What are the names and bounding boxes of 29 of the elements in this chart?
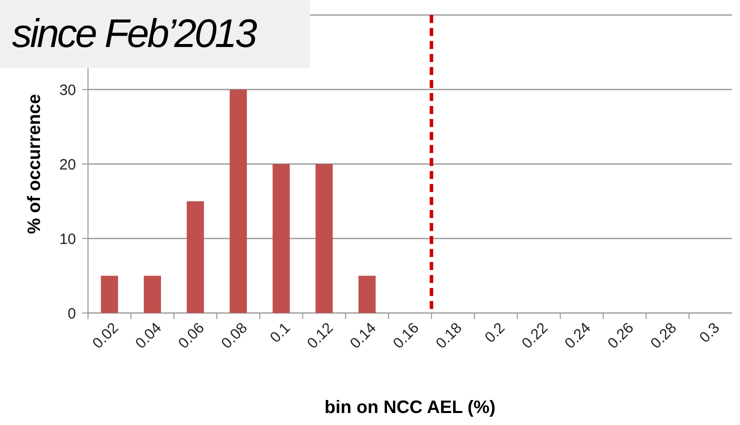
y-tick-label: 10	[59, 230, 76, 248]
chart-title: since Feb’2013	[12, 12, 258, 56]
x-tick-label: 0.04	[132, 320, 165, 352]
x-tick-label: 0.14	[346, 320, 380, 352]
x-tick-label: 0.12	[304, 320, 337, 352]
x-tick-label: 0.2	[482, 320, 508, 346]
x-tick-label: 0.28	[647, 320, 680, 352]
x-tick-label: 0.08	[218, 320, 251, 352]
x-tick-label: 0.24	[562, 320, 594, 352]
bar	[316, 164, 333, 313]
x-tick-label: 0.22	[518, 320, 552, 352]
bar	[100, 276, 118, 313]
x-tick-label: 0.16	[390, 320, 423, 352]
bar	[230, 90, 247, 313]
bar	[358, 276, 376, 313]
x-tick-label: 0.1	[266, 320, 294, 346]
bar	[144, 276, 161, 313]
x-tick-label: 0.06	[175, 320, 208, 352]
y-tick-label: 20	[59, 156, 76, 174]
x-axis-title: bin on NCC AEL (%)	[324, 397, 496, 417]
x-tick-label: 0.18	[432, 320, 466, 352]
y-axis-title: % of occurrence	[24, 94, 44, 234]
bar	[186, 201, 204, 313]
x-tick-label: 0.3	[696, 320, 724, 346]
bar	[272, 164, 290, 313]
x-tick-label: 0.26	[604, 320, 638, 352]
x-tick-label: 0.02	[89, 320, 122, 352]
y-tick-label: 30	[59, 82, 76, 99]
y-tick-label: 0	[68, 305, 76, 322]
